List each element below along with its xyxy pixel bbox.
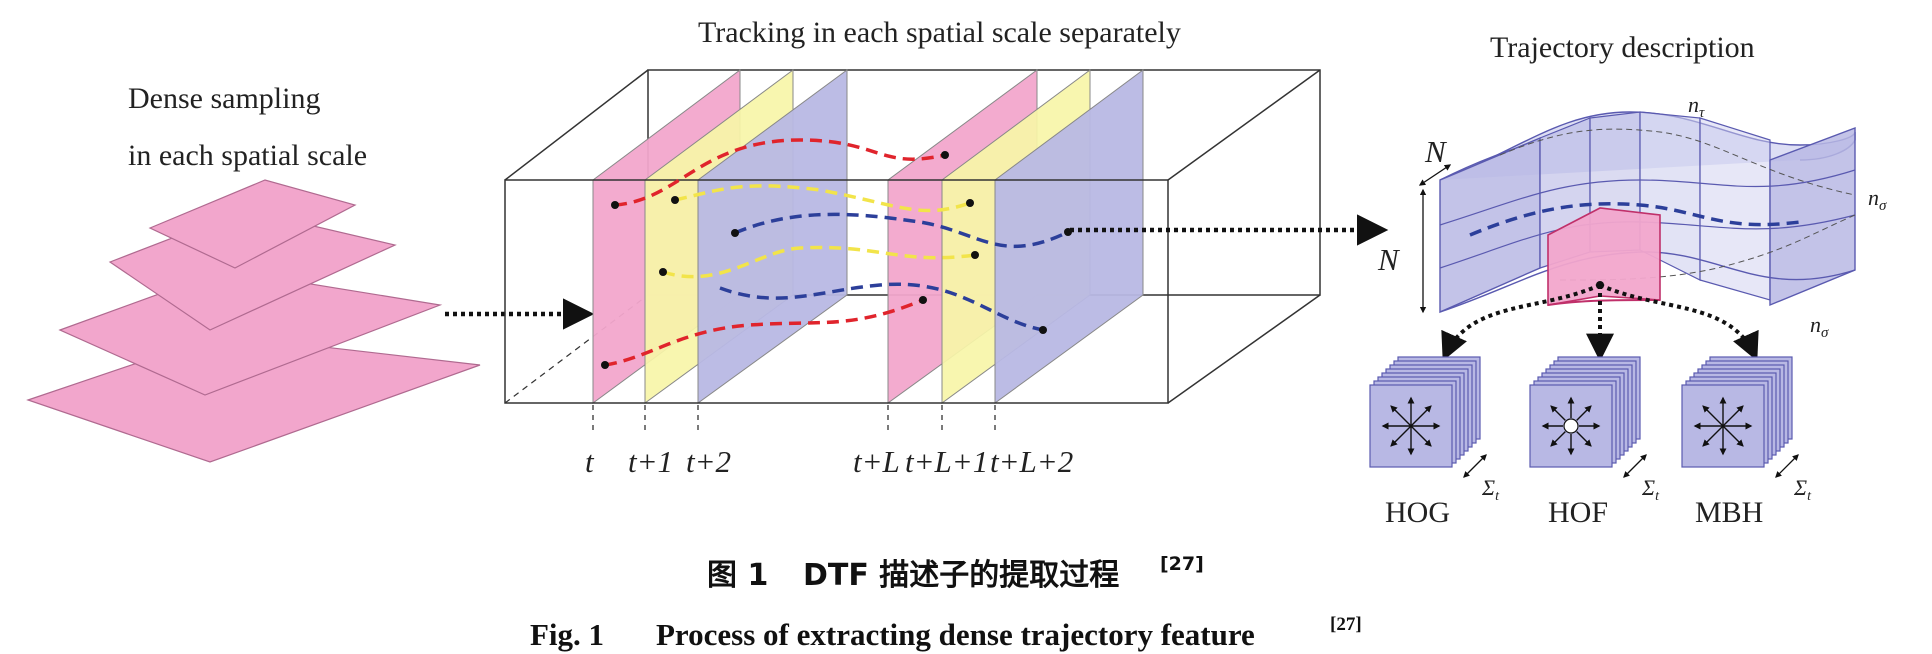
sum-label: Σt xyxy=(1793,475,1812,504)
orientation-arrow xyxy=(1390,405,1412,427)
mbh-descriptor-stack: Σt xyxy=(1681,356,1812,504)
orientation-arrow xyxy=(1576,431,1592,447)
tracking-box-front xyxy=(504,179,1169,404)
tube-origin-point xyxy=(1596,281,1604,289)
trajectory-blue-1 xyxy=(734,212,1069,248)
box-edge xyxy=(504,69,649,181)
stack-depth-arrow xyxy=(1463,454,1487,478)
trajectory-red-2 xyxy=(604,298,924,367)
orientation-arrow xyxy=(1550,431,1566,447)
mbh-label: MBH xyxy=(1695,496,1763,529)
box-edge-hidden xyxy=(504,294,649,404)
trajectory-blue-2 xyxy=(719,282,1044,332)
caption-en-prefix: Fig. 1 xyxy=(530,617,604,652)
dense-sampling-section: Dense sampling in each spatial scale xyxy=(26,82,595,463)
time-label-t: t xyxy=(585,444,595,479)
trajectory-red-1 xyxy=(614,138,946,207)
trajectory-point xyxy=(966,199,974,207)
trajectory-point xyxy=(971,251,979,259)
arrow-to-mbh xyxy=(1599,283,1759,362)
trajectory-point xyxy=(601,361,609,369)
caption-en-ref: [27] xyxy=(1330,614,1362,635)
trajectory-description-section: Trajectory description nτ nσ nσ N N xyxy=(1369,31,1887,529)
trajectory-yellow-2 xyxy=(662,245,976,279)
time-label-t1: t+1 xyxy=(628,444,673,479)
orientation-arrow xyxy=(1702,425,1724,447)
dense-sampling-title-line1: Dense sampling xyxy=(128,82,320,115)
hof-descriptor-stack: Σt xyxy=(1529,356,1660,504)
caption: 图 1 DTF 描述子的提取过程 [27] Fig. 1 Process of … xyxy=(530,553,1362,652)
caption-cn-text: DTF 描述子的提取过程 xyxy=(803,558,1119,593)
orientation-arrow xyxy=(1550,405,1566,421)
box-edge xyxy=(1167,294,1321,404)
time-tick-marks xyxy=(592,405,996,432)
zero-bin-circle xyxy=(1563,418,1579,434)
trajectory-point xyxy=(1039,326,1047,334)
hof-label: HOF xyxy=(1548,496,1608,529)
n-sigma-label-bottom: nσ xyxy=(1810,312,1829,341)
n-label-left: N xyxy=(1377,242,1401,277)
frame-t2 xyxy=(697,69,848,404)
box-edge xyxy=(1167,69,1321,181)
n-dimension-arrow-top xyxy=(1418,164,1452,186)
orientation-arrow xyxy=(1410,405,1432,427)
frame-tL2 xyxy=(994,69,1144,404)
caption-cn-prefix: 图 1 xyxy=(707,558,768,593)
sum-label: Σt xyxy=(1641,475,1660,504)
hog-descriptor-stack: Σt xyxy=(1369,356,1500,504)
n-label-top: N xyxy=(1424,134,1448,169)
scale-layer-4 xyxy=(148,179,357,269)
trajectory-point xyxy=(671,196,679,204)
stack-depth-arrow xyxy=(1623,454,1647,478)
caption-cn-ref: [27] xyxy=(1160,553,1204,575)
stack-depth-arrow xyxy=(1775,454,1799,478)
sum-label: Σt xyxy=(1481,475,1500,504)
orientation-arrow xyxy=(1576,405,1592,421)
tube-cell-block-4 xyxy=(1699,117,1771,301)
orientation-arrow xyxy=(1410,425,1432,447)
hog-label: HOG xyxy=(1385,496,1450,529)
trajectory-point xyxy=(731,229,739,237)
tube-grid-line xyxy=(1439,169,1856,226)
tube-trajectory xyxy=(1469,202,1801,237)
n-tau-label: nτ xyxy=(1688,92,1705,121)
trajectory-title: Trajectory description xyxy=(1490,31,1755,64)
trajectory-point xyxy=(659,268,667,276)
trajectory-point xyxy=(611,201,619,209)
time-label-tL2: t+L+2 xyxy=(990,444,1073,479)
arrow-to-hog xyxy=(1441,283,1601,362)
trajectory-point xyxy=(919,296,927,304)
n-sigma-label-right: nσ xyxy=(1868,185,1887,214)
trajectory-yellow-1 xyxy=(674,184,971,213)
orientation-arrow xyxy=(1702,405,1724,427)
orientation-arrow xyxy=(1722,405,1744,427)
tracking-section: Tracking in each spatial scale separatel… xyxy=(504,16,1389,479)
tube-hidden-line xyxy=(1499,128,1856,196)
time-label-tL1: t+L+1 xyxy=(905,444,988,479)
caption-en-text: Process of extracting dense trajectory f… xyxy=(656,617,1255,652)
trajectory-point xyxy=(941,151,949,159)
dense-sampling-title-line2: in each spatial scale xyxy=(128,139,367,172)
time-label-tL: t+L xyxy=(853,444,900,479)
orientation-arrow xyxy=(1722,425,1744,447)
tube-left-face xyxy=(1439,136,1541,314)
tracking-title: Tracking in each spatial scale separatel… xyxy=(698,16,1181,49)
orientation-arrow xyxy=(1390,425,1412,447)
time-label-t2: t+2 xyxy=(686,444,731,479)
